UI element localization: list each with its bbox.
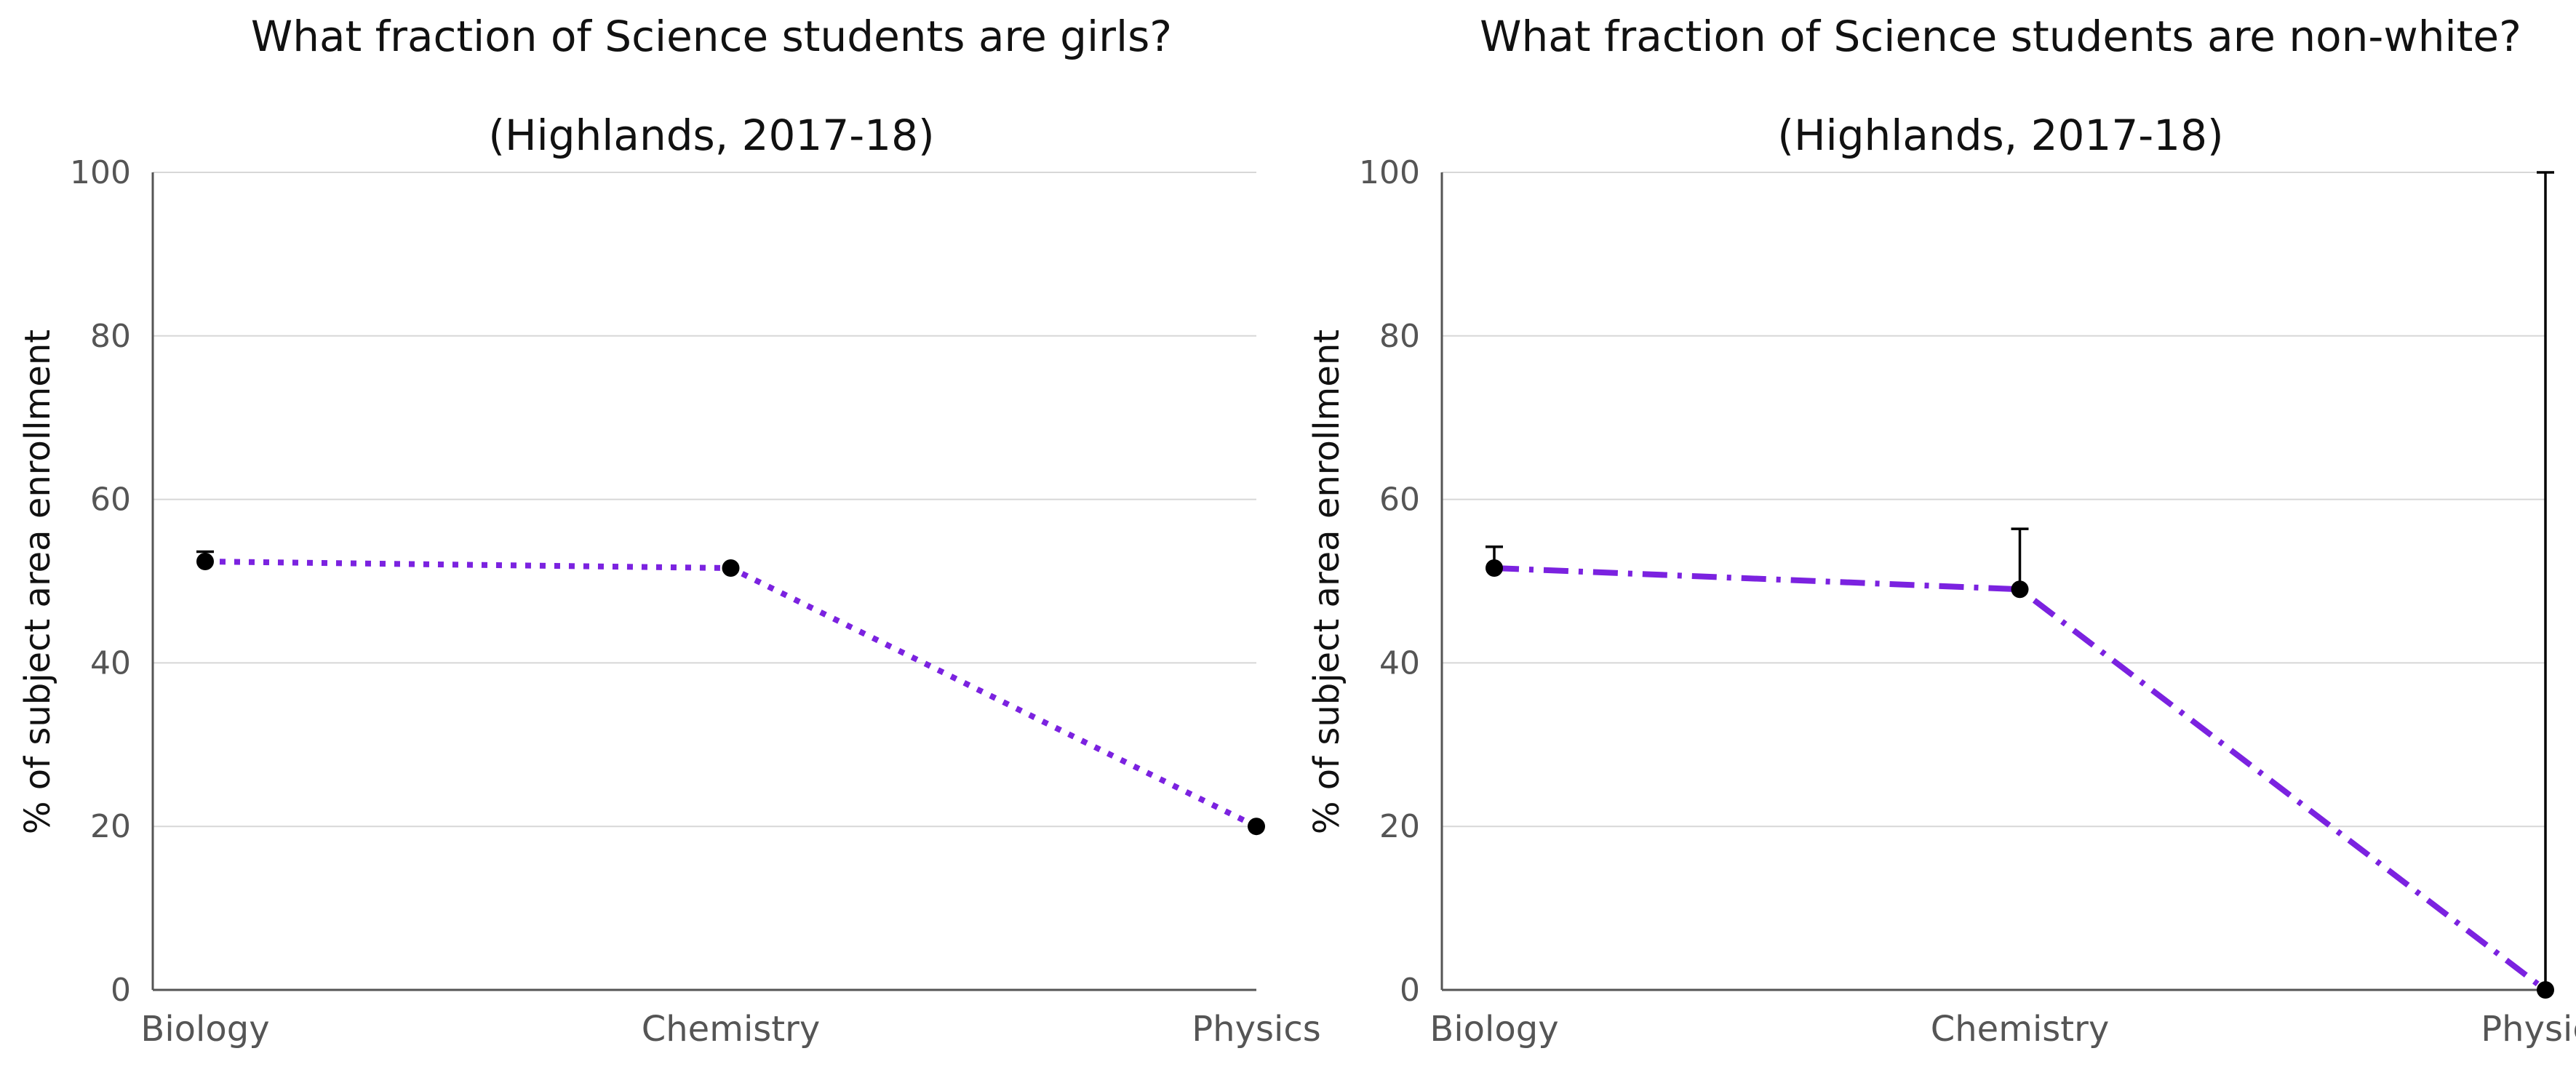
x-ticks: Biology Chemistry Physics <box>1429 1009 2576 1050</box>
chart-title: What fraction of Science students are gi… <box>251 12 1172 61</box>
axes <box>151 172 1256 991</box>
chart-title: What fraction of Science students are no… <box>1480 12 2521 61</box>
x-tick-label: Chemistry <box>642 1009 821 1050</box>
y-tick-label: 100 <box>70 154 131 191</box>
series-line <box>204 559 1258 829</box>
series-line <box>1494 565 2548 993</box>
gridlines <box>1442 172 2545 828</box>
y-tick-label: 60 <box>90 481 131 519</box>
x-tick-label: Chemistry <box>1931 1009 2110 1050</box>
chart-subtitle: (Highlands, 2017-18) <box>488 111 934 160</box>
data-point <box>196 553 214 571</box>
y-tick-label: 40 <box>90 644 131 682</box>
y-ticks: 0 20 40 60 80 100 <box>1359 154 1420 1009</box>
y-tick-label: 40 <box>1379 644 1420 682</box>
y-tick-label: 100 <box>1359 154 1420 191</box>
y-axis-label: % of subject area enrollment <box>17 329 58 834</box>
y-tick-label: 20 <box>1379 808 1420 845</box>
data-point <box>722 559 740 578</box>
axes <box>1440 172 2545 991</box>
chart-non-white: What fraction of Science students are no… <box>1307 12 2576 1050</box>
y-tick-label: 20 <box>90 808 131 845</box>
y-tick-label: 80 <box>1379 318 1420 355</box>
y-axis-label: % of subject area enrollment <box>1307 329 1347 834</box>
y-tick-label: 60 <box>1379 481 1420 519</box>
data-point <box>2537 981 2554 999</box>
y-tick-label: 80 <box>90 318 131 355</box>
x-tick-label: Physics <box>2481 1009 2576 1050</box>
chart-subtitle: (Highlands, 2017-18) <box>1777 111 2223 160</box>
data-point <box>1248 818 1265 836</box>
series <box>1486 171 2554 999</box>
series <box>196 550 1265 836</box>
data-point <box>1486 559 1503 578</box>
x-tick-label: Biology <box>140 1009 269 1050</box>
x-tick-label: Biology <box>1429 1009 1558 1050</box>
gridlines <box>153 172 1256 828</box>
chart-girls: What fraction of Science students are gi… <box>17 12 1321 1050</box>
y-tick-label: 0 <box>111 972 131 1009</box>
y-ticks: 0 20 40 60 80 100 <box>70 154 131 1009</box>
x-ticks: Biology Chemistry Physics <box>140 1009 1320 1050</box>
y-tick-label: 0 <box>1400 972 1420 1009</box>
data-point <box>2011 580 2029 599</box>
x-tick-label: Physics <box>1192 1009 1321 1050</box>
